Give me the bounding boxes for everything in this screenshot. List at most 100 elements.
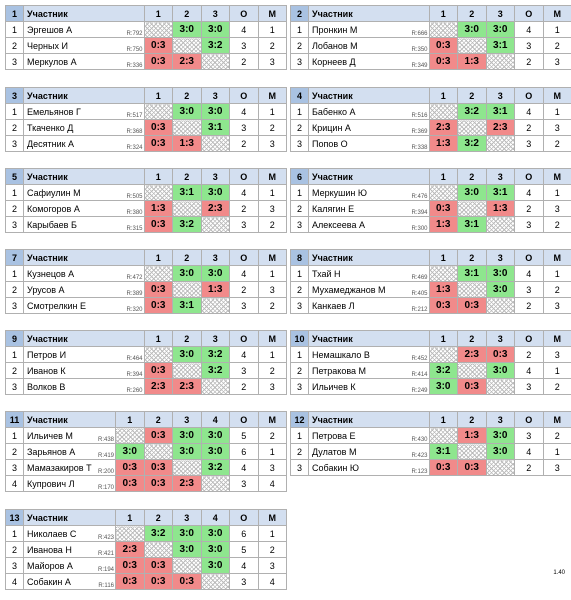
player-cell: Волков В R:260 — [23, 378, 145, 395]
points: 3 — [514, 216, 544, 233]
rank: 1 — [542, 443, 571, 460]
score: 3:1 — [457, 216, 487, 233]
rating: R:452 — [411, 356, 428, 362]
column-header: 2 — [172, 87, 202, 104]
column-header: 1 — [428, 5, 458, 22]
score: 0:3 — [115, 573, 145, 590]
points: 3 — [514, 427, 544, 444]
self-cell — [172, 281, 202, 298]
rank: 3 — [542, 119, 571, 136]
column-header: О — [514, 87, 544, 104]
rank: 2 — [542, 281, 571, 298]
score: 0:3 — [143, 53, 173, 70]
player-row: 1 Немашкало В R:452 2:3 0:3 2 3 — [290, 346, 571, 363]
group-number: 10 — [290, 330, 309, 347]
rank: 2 — [257, 119, 287, 136]
place: 3 — [290, 297, 309, 314]
column-header: 2 — [172, 249, 202, 266]
rating: R:421 — [97, 551, 114, 557]
points: 3 — [514, 37, 544, 54]
column-header: 1 — [143, 330, 173, 347]
points: 2 — [514, 459, 544, 476]
score: 3:2 — [457, 135, 487, 152]
participant-header: Участник — [308, 249, 430, 266]
column-header: 3 — [485, 249, 515, 266]
column-header: 1 — [143, 249, 173, 266]
rating: R:430 — [411, 437, 428, 443]
score: 1:3 — [457, 427, 487, 444]
player-name: Кузнецов А — [27, 268, 75, 279]
player-name: Собакин А — [27, 576, 71, 587]
player-row: 3 Мамазакиров Т R:200 0:3 0:3 3:2 4 3 — [5, 459, 287, 476]
player-row: 2 Черных И R:750 0:3 3:2 3 2 — [5, 37, 287, 54]
player-row: 2 Ткаченко Д R:368 0:3 3:1 3 2 — [5, 119, 287, 136]
player-cell: Калягин Е R:394 — [308, 200, 430, 217]
group-table: 7 Участник 1 2 3 О М 1 Кузнецов А R:472 3:0 3:0 4 1 2 У… — [5, 249, 287, 314]
score: 3:0 — [172, 103, 202, 120]
player-name: Петров И — [27, 349, 67, 360]
points: 2 — [514, 297, 544, 314]
column-header: 1 — [115, 509, 145, 526]
player-row: 3 Майоров А R:194 0:3 0:3 3:0 4 3 — [5, 557, 287, 574]
player-name: Волков В — [27, 381, 66, 392]
self-cell — [143, 443, 173, 460]
score: 3:0 — [172, 265, 202, 282]
header-row: 2 Участник 1 2 3 О М — [290, 5, 571, 22]
points: 2 — [229, 135, 259, 152]
points: 3 — [229, 119, 259, 136]
score: 0:3 — [143, 281, 173, 298]
self-cell — [172, 557, 202, 574]
self-cell — [428, 427, 458, 444]
column-header: 1 — [428, 249, 458, 266]
self-cell — [172, 119, 202, 136]
points: 4 — [229, 184, 259, 201]
group-table: 6 Участник 1 2 3 О М 1 Меркушин Ю R:476 3:0 3:1 4 1 2 К… — [290, 168, 571, 233]
score: 3:0 — [200, 557, 230, 574]
points: 6 — [229, 525, 259, 542]
score: 2:3 — [172, 378, 202, 395]
self-cell — [428, 21, 458, 38]
column-header: О — [229, 411, 259, 428]
player-cell: Иванова Н R:421 — [23, 541, 116, 558]
rank: 1 — [542, 103, 571, 120]
player-cell: Зарьянов А R:419 — [23, 443, 116, 460]
group-number: 9 — [5, 330, 24, 347]
player-row: 2 Крицин А R:369 2:3 2:3 2 3 — [290, 119, 571, 136]
player-row: 2 Дулатов М R:423 3:1 3:0 4 1 — [290, 443, 571, 460]
score: 0:3 — [115, 557, 145, 574]
rating: R:464 — [126, 356, 143, 362]
points: 3 — [514, 378, 544, 395]
player-name: Собакин Ю — [312, 462, 359, 473]
place: 1 — [290, 21, 309, 38]
rating: R:419 — [97, 453, 114, 459]
score: 0:3 — [172, 573, 202, 590]
rank: 3 — [257, 378, 287, 395]
self-cell — [428, 184, 458, 201]
score: 0:3 — [143, 119, 173, 136]
player-name: Калягин Е — [312, 203, 355, 214]
rank: 3 — [542, 346, 571, 363]
place: 1 — [290, 184, 309, 201]
column-header: 2 — [457, 87, 487, 104]
score: 0:3 — [143, 297, 173, 314]
score: 3:0 — [115, 443, 145, 460]
rating: R:338 — [411, 145, 428, 151]
place: 3 — [5, 557, 24, 574]
points: 3 — [229, 297, 259, 314]
player-row: 1 Ильичев М R:438 0:3 3:0 3:0 5 2 — [5, 427, 287, 444]
score: 0:3 — [428, 53, 458, 70]
score: 1:3 — [485, 200, 515, 217]
participant-header: Участник — [308, 411, 430, 428]
player-cell: Петров И R:464 — [23, 346, 145, 363]
self-cell — [200, 475, 230, 492]
group-table: 2 Участник 1 2 3 О М 1 Пронкин М R:666 3:0 3:0 4 1 2 Ло… — [290, 5, 571, 70]
points: 2 — [514, 346, 544, 363]
self-cell — [200, 53, 230, 70]
rank: 1 — [542, 362, 571, 379]
group-number: 12 — [290, 411, 309, 428]
column-header: М — [257, 411, 287, 428]
player-cell: Мамазакиров Т R:200 — [23, 459, 116, 476]
rank: 3 — [542, 459, 571, 476]
score: 3:1 — [172, 297, 202, 314]
score: 2:3 — [172, 53, 202, 70]
